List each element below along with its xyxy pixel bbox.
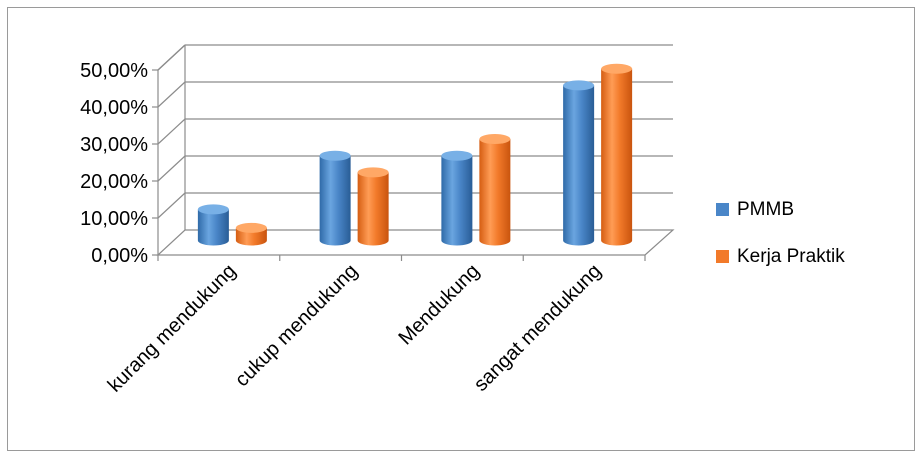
pmmb-bar-body xyxy=(319,155,351,246)
kerja-praktik-bar-body xyxy=(479,139,511,246)
x-category-label: kurang mendukung xyxy=(104,260,241,397)
bars xyxy=(197,63,633,246)
legend: PMMB Kerja Praktik xyxy=(716,199,845,267)
kerja-praktik-bar xyxy=(601,63,633,246)
kerja-praktik-bar xyxy=(479,134,511,246)
y-tick-label: 30,00% xyxy=(80,134,148,156)
legend-swatch xyxy=(716,203,729,216)
pmmb-bar-top xyxy=(319,150,351,161)
y-tick-label: 10,00% xyxy=(80,208,148,230)
pmmb-bar-top xyxy=(563,80,595,91)
y-tick-label: 20,00% xyxy=(80,171,148,193)
gridline-side xyxy=(157,81,186,108)
legend-label: Kerja Praktik xyxy=(737,246,845,267)
pmmb-bar xyxy=(563,80,595,246)
pmmb-bar xyxy=(319,150,351,246)
y-axis: 0,00% 10,00% 20,00% 30,00% 40,00% 50,00% xyxy=(80,60,158,267)
legend-swatch xyxy=(716,250,729,263)
kerja-praktik-bar-top xyxy=(235,222,267,233)
legend-label: PMMB xyxy=(737,199,794,220)
x-category-label: sangat mendukung xyxy=(470,260,606,396)
pmmb-bar-top xyxy=(441,150,473,161)
kerja-praktik-bar-body xyxy=(357,172,389,246)
pmmb-bar-body xyxy=(563,85,595,246)
kerja-praktik-bar-body xyxy=(235,227,267,246)
gridline-side xyxy=(157,44,186,71)
floor xyxy=(156,229,675,256)
pmmb-bar xyxy=(441,150,473,246)
kerja-praktik-bar-top xyxy=(601,63,633,74)
kerja-praktik-bar xyxy=(235,222,267,246)
x-category-label: Mendukung xyxy=(394,260,483,349)
gridline-side xyxy=(157,192,186,219)
y-tick-label: 40,00% xyxy=(80,97,148,119)
pmmb-bar xyxy=(197,204,229,246)
kerja-praktik-bar-top xyxy=(479,134,511,145)
pmmb-bar-top xyxy=(197,204,229,215)
gridline-side xyxy=(157,155,186,182)
pmmb-bar-body xyxy=(197,209,229,246)
y-tick-label: 50,00% xyxy=(80,60,148,82)
chart-grid xyxy=(156,44,675,256)
x-category-label: cukup mendukung xyxy=(231,260,362,391)
kerja-praktik-bar-body xyxy=(601,68,633,246)
kerja-praktik-bar-top xyxy=(357,167,389,178)
pmmb-bar-body xyxy=(441,155,473,246)
y-tick-label: 0,00% xyxy=(91,245,148,267)
gridline-side xyxy=(157,118,186,145)
kerja-praktik-bar xyxy=(357,167,389,246)
